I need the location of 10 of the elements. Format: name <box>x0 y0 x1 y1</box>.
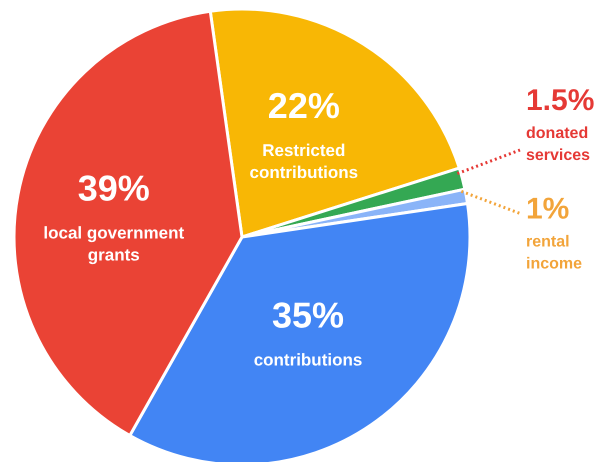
slice-label: Restricted contributions <box>250 140 358 182</box>
slice-label: rental income <box>526 233 582 272</box>
data-label: 22% <box>268 84 340 126</box>
data-label: 35% <box>272 294 344 336</box>
data-label: 1.5% <box>526 84 594 118</box>
data-label: 1% <box>526 192 570 226</box>
slice-label: contributions <box>254 350 362 370</box>
slice-label: donated services <box>526 125 590 164</box>
data-label: 39% <box>78 168 150 209</box>
slice-label: local government grants <box>43 224 185 265</box>
